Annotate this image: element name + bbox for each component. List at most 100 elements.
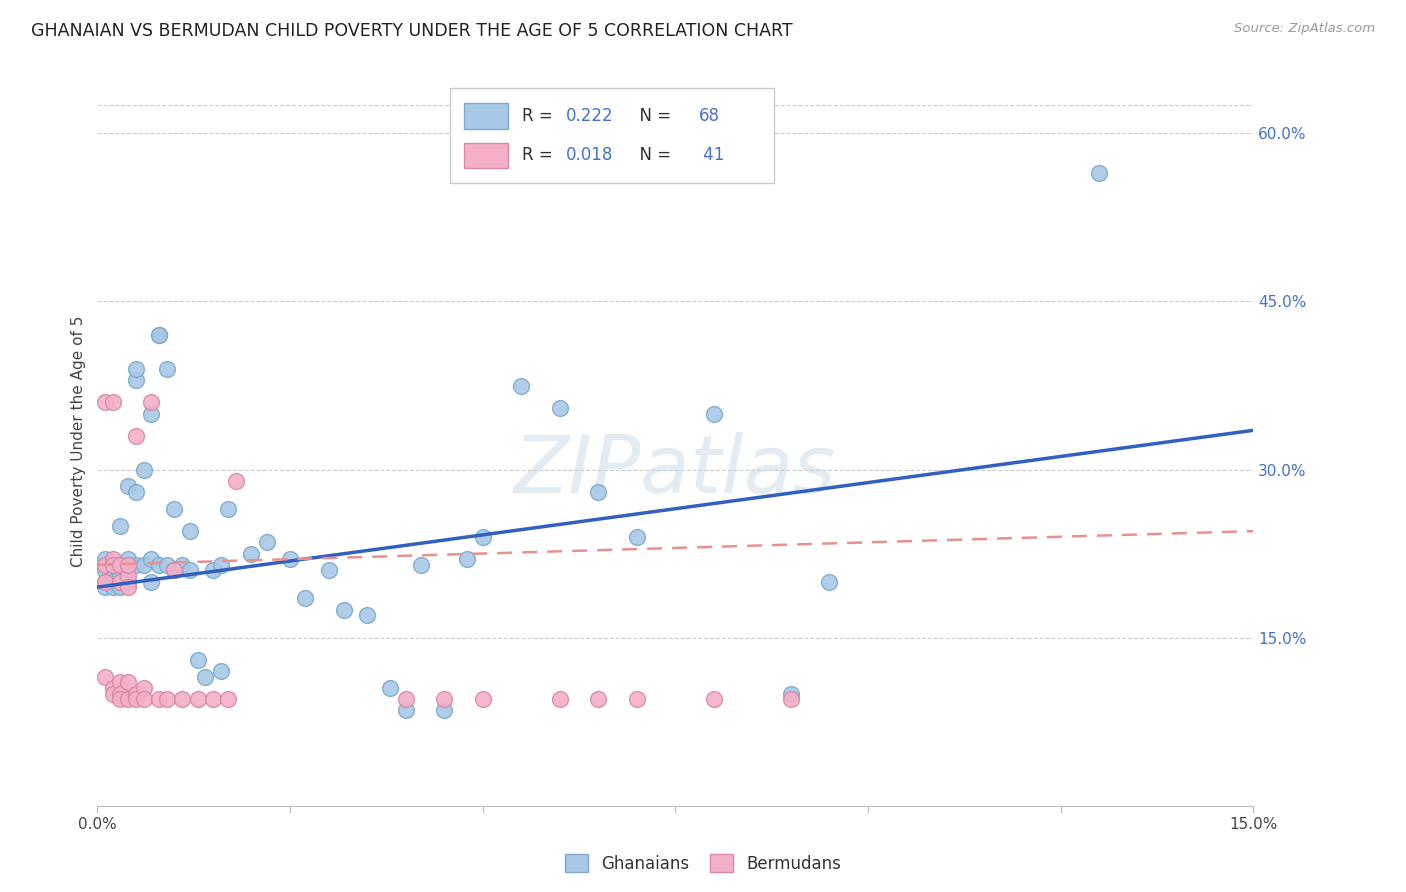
- Point: [94, 563, 117, 577]
- Text: GHANAIAN VS BERMUDAN CHILD POVERTY UNDER THE AGE OF 5 CORRELATION CHART: GHANAIAN VS BERMUDAN CHILD POVERTY UNDER…: [31, 22, 793, 40]
- Point: [186, 653, 208, 667]
- Point: [110, 569, 132, 583]
- Point: [110, 574, 132, 589]
- Point: [380, 681, 402, 695]
- Point: [125, 692, 148, 706]
- Point: [132, 462, 155, 476]
- Text: 68: 68: [699, 107, 720, 125]
- Point: [110, 580, 132, 594]
- Point: [94, 580, 117, 594]
- Point: [117, 558, 139, 572]
- Point: [548, 692, 571, 706]
- Text: R =: R =: [522, 146, 558, 164]
- Point: [433, 692, 456, 706]
- Point: [117, 552, 139, 566]
- Point: [101, 395, 124, 409]
- Point: [117, 479, 139, 493]
- Point: [148, 328, 170, 343]
- Point: [125, 558, 148, 572]
- FancyBboxPatch shape: [450, 88, 773, 183]
- Point: [132, 558, 155, 572]
- Point: [94, 558, 117, 572]
- Point: [117, 580, 139, 594]
- Point: [132, 692, 155, 706]
- Point: [94, 558, 117, 572]
- Point: [101, 552, 124, 566]
- Point: [110, 687, 132, 701]
- Point: [179, 524, 201, 538]
- Point: [94, 670, 117, 684]
- Point: [141, 574, 163, 589]
- Point: [186, 692, 208, 706]
- Legend: Ghanaians, Bermudans: Ghanaians, Bermudans: [558, 847, 848, 880]
- Point: [209, 664, 232, 678]
- Point: [256, 535, 278, 549]
- Text: R =: R =: [522, 107, 558, 125]
- Point: [163, 563, 186, 577]
- Point: [471, 692, 494, 706]
- Text: Source: ZipAtlas.com: Source: ZipAtlas.com: [1234, 22, 1375, 36]
- Point: [101, 569, 124, 583]
- Text: N =: N =: [628, 107, 676, 125]
- Point: [117, 569, 139, 583]
- Point: [179, 563, 201, 577]
- Point: [141, 552, 163, 566]
- Point: [110, 518, 132, 533]
- Point: [278, 552, 301, 566]
- Point: [163, 563, 186, 577]
- Point: [148, 692, 170, 706]
- Point: [117, 692, 139, 706]
- Point: [217, 501, 239, 516]
- Point: [510, 378, 533, 392]
- Point: [201, 692, 224, 706]
- Text: ZIPatlas: ZIPatlas: [515, 432, 837, 509]
- Point: [1088, 166, 1111, 180]
- Point: [394, 703, 416, 717]
- Point: [94, 552, 117, 566]
- Point: [101, 558, 124, 572]
- Point: [780, 692, 803, 706]
- Point: [588, 484, 610, 499]
- Point: [94, 574, 117, 589]
- Point: [101, 580, 124, 594]
- Point: [471, 530, 494, 544]
- Point: [240, 547, 263, 561]
- Point: [117, 558, 139, 572]
- Point: [110, 558, 132, 572]
- Point: [156, 692, 179, 706]
- Point: [110, 569, 132, 583]
- Point: [318, 563, 340, 577]
- Point: [163, 501, 186, 516]
- Point: [356, 608, 378, 623]
- Point: [110, 558, 132, 572]
- Point: [818, 574, 841, 589]
- Point: [333, 602, 356, 616]
- Point: [101, 558, 124, 572]
- Point: [94, 395, 117, 409]
- Text: 0.222: 0.222: [565, 107, 613, 125]
- Point: [125, 687, 148, 701]
- Point: [141, 407, 163, 421]
- Point: [194, 670, 217, 684]
- Point: [125, 429, 148, 443]
- Point: [703, 407, 725, 421]
- Point: [456, 552, 478, 566]
- Point: [141, 395, 163, 409]
- Point: [101, 681, 124, 695]
- Point: [156, 558, 179, 572]
- Point: [94, 574, 117, 589]
- Point: [110, 563, 132, 577]
- Point: [209, 558, 232, 572]
- Point: [703, 692, 725, 706]
- Point: [117, 574, 139, 589]
- Point: [780, 687, 803, 701]
- Point: [101, 563, 124, 577]
- Point: [225, 474, 247, 488]
- Point: [101, 687, 124, 701]
- Point: [409, 558, 432, 572]
- Point: [148, 328, 170, 343]
- FancyBboxPatch shape: [464, 143, 508, 168]
- Point: [125, 484, 148, 499]
- Point: [172, 558, 194, 572]
- Point: [394, 692, 416, 706]
